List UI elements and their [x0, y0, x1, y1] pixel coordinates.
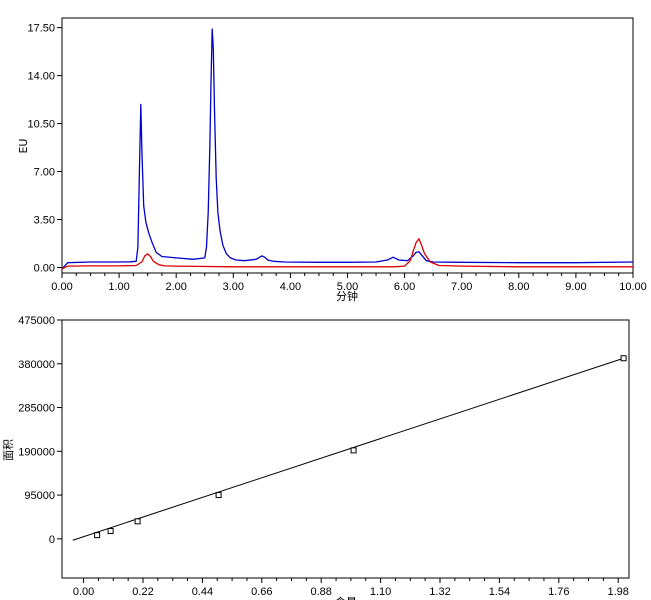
y-tick-label: 95000: [24, 490, 55, 502]
y-tick-label: 3.50: [34, 215, 55, 227]
x-tick-label: 3.00: [223, 281, 244, 293]
calibration-x-ticks: 0.00 0.22 0.44 0.66 0.88 1.10 1.32 1.54 1.76 1.98: [73, 578, 629, 598]
x-tick-label: 6.00: [394, 281, 415, 293]
y-tick-label: 285000: [18, 403, 55, 415]
x-tick-label: 0.00: [51, 281, 72, 293]
chromatogram-chart: 0.00 1.00 2.00 3.00 4.00 5.00 6.00 7.00 8.00 9.00…: [17, 17, 647, 303]
chromatogram-x-axis-title: 分钟: [336, 289, 358, 303]
x-tick-label: 0.00: [73, 586, 94, 598]
x-tick-label: 9.00: [565, 281, 586, 293]
blue-trace-line: [61, 28, 634, 270]
calibration-point: [134, 518, 141, 525]
x-tick-label: 1.00: [108, 281, 129, 293]
x-tick-label: 8.00: [508, 281, 529, 293]
x-tick-label: 1.32: [429, 586, 450, 598]
x-tick-label: 0.88: [310, 586, 331, 598]
chromatogram-y-ticks: 0.00 3.50 7.00 10.50 14.00 17.50: [27, 23, 62, 275]
x-tick-label: 1.54: [489, 586, 510, 598]
chromatogram-series: [61, 28, 634, 270]
chromatogram-y-axis-title: EU: [17, 138, 30, 153]
calibration-x-axis-title: 含量: [335, 595, 357, 600]
x-tick-label: 0.44: [192, 586, 213, 598]
x-tick-label: 1.76: [548, 586, 569, 598]
y-tick-label: 475000: [18, 315, 55, 327]
calibration-y-axis-title: 面积: [2, 439, 15, 461]
calibration-chart: 0.00 0.22 0.44 0.66 0.88 1.10 1.32 1.54 1.76 1.98…: [2, 315, 630, 600]
x-tick-label: 10.00: [619, 281, 647, 293]
calibration-point: [107, 528, 114, 535]
y-tick-label: 7.00: [34, 167, 55, 179]
calibration-fit-line: [72, 357, 624, 541]
y-tick-label: 0.00: [34, 263, 55, 275]
x-tick-label: 5.00: [337, 281, 358, 293]
y-tick-label: 190000: [18, 446, 55, 458]
x-tick-label: 7.00: [451, 281, 472, 293]
calibration-series: [72, 355, 627, 541]
x-tick-label: 4.00: [280, 281, 301, 293]
y-tick-label: 380000: [18, 359, 55, 371]
x-tick-label: 1.98: [607, 586, 628, 598]
calibration-point: [215, 492, 222, 499]
x-tick-label: 2.00: [165, 281, 186, 293]
y-tick-label: 17.50: [27, 23, 55, 35]
calibration-point: [94, 532, 101, 539]
x-tick-label: 0.66: [251, 586, 272, 598]
y-tick-label: 14.00: [27, 71, 55, 83]
calibration-plot-frame: [61, 319, 630, 579]
calibration-point: [620, 355, 627, 362]
calibration-point: [350, 447, 357, 454]
chromatogram-x-ticks: 0.00 1.00 2.00 3.00 4.00 5.00 6.00 7.00 8.00 9.00…: [51, 273, 647, 293]
y-tick-label: 0: [49, 534, 55, 546]
calibration-y-ticks: 0 95000 190000 285000 380000 475000: [18, 315, 62, 546]
chromatogram-plot-frame: [61, 17, 634, 274]
red-trace-line: [61, 238, 633, 270]
x-tick-label: 1.10: [370, 586, 391, 598]
x-tick-label: 0.22: [132, 586, 153, 598]
y-tick-label: 10.50: [27, 119, 55, 131]
